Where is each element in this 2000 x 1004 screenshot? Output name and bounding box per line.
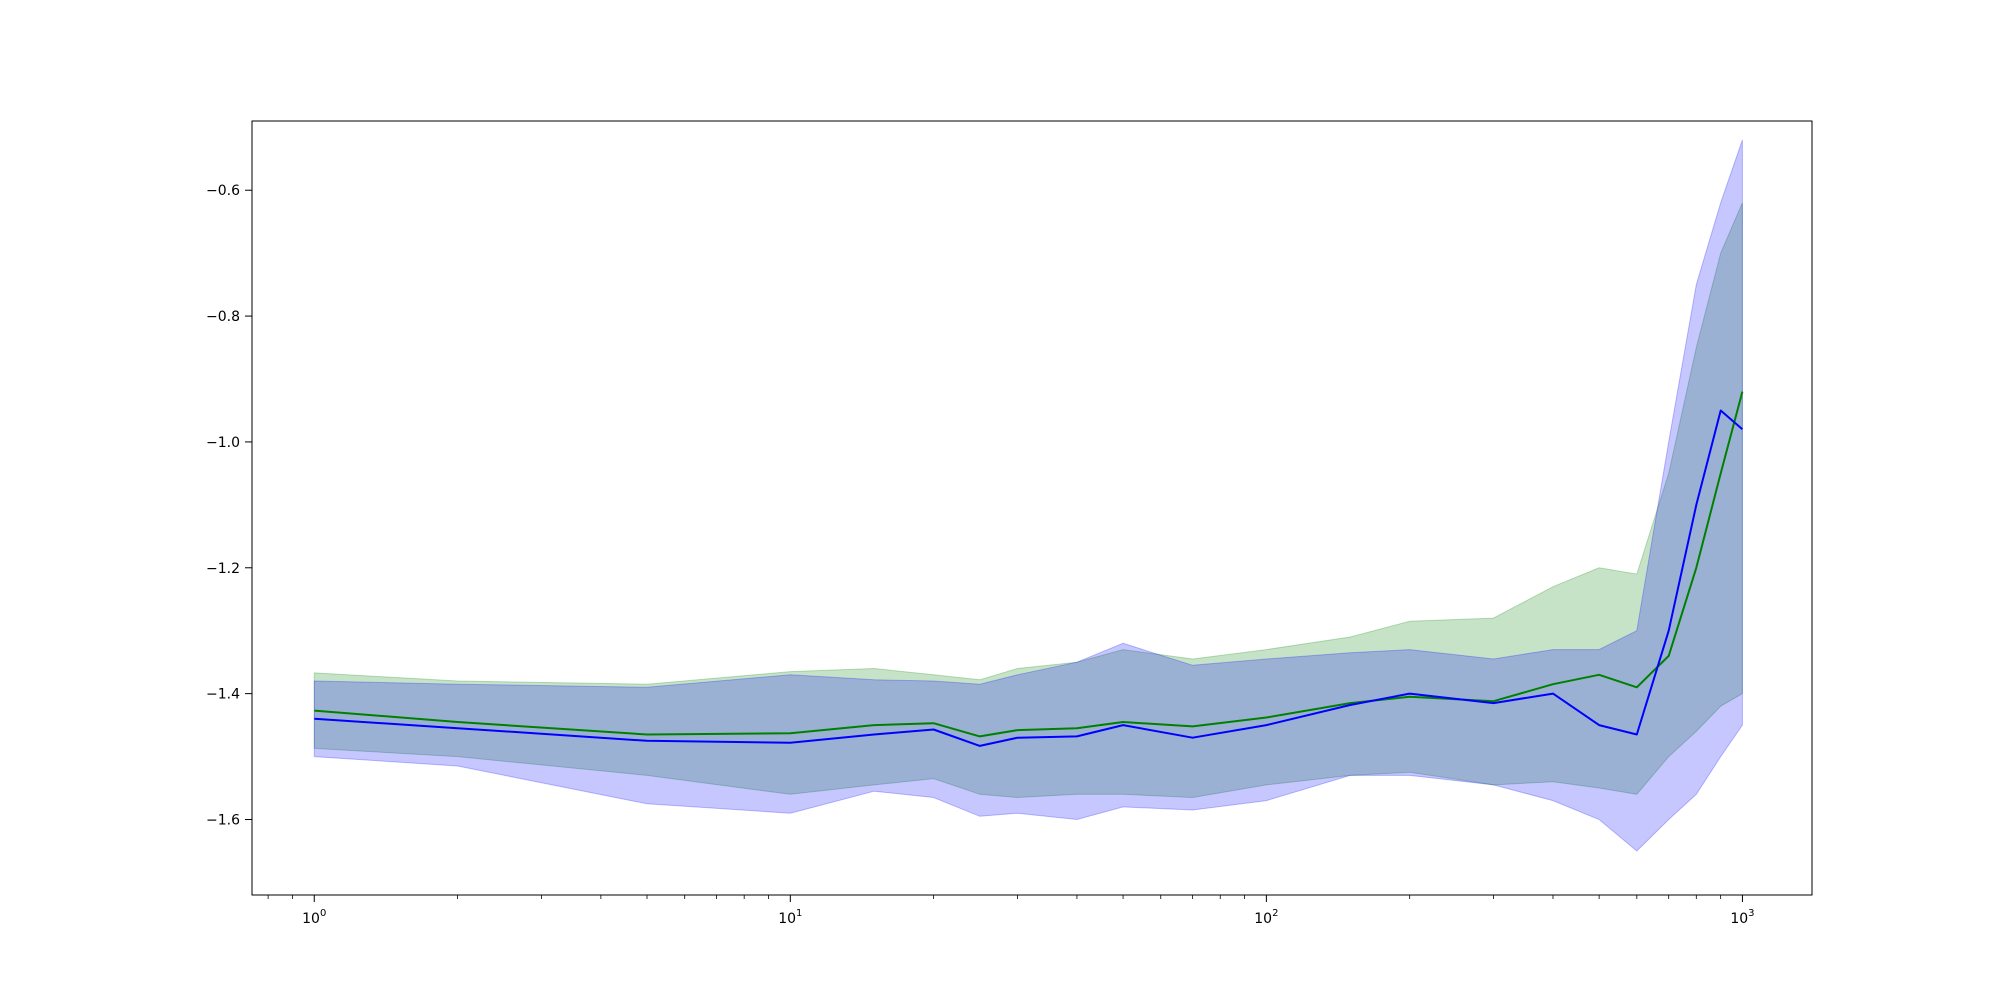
x-tick-label-base: 10 [1254, 911, 1272, 927]
x-tick-label-base: 10 [1730, 911, 1748, 927]
x-tick-label: 102 [1254, 908, 1278, 927]
series-2-line [314, 409, 1744, 747]
y-axis: −0.6 −0.8 −1.0 −1.2 −1.4 −1.6 [206, 183, 252, 828]
y-tick-label: −0.8 [206, 309, 240, 325]
x-axis: 100 101 102 103 [267, 895, 1755, 927]
series-1-line [314, 391, 1744, 738]
series-lines [314, 391, 1744, 747]
y-tick-label: −1.4 [206, 687, 240, 703]
x-tick-label-exponent: 3 [1748, 908, 1754, 919]
x-tick-label-exponent: 1 [796, 908, 802, 919]
x-tick-label-exponent: 0 [320, 908, 326, 919]
series-1-band [313, 202, 1743, 799]
plot-frame [251, 120, 1813, 896]
y-tick-label: −1.0 [206, 435, 240, 451]
y-tick-label: −1.2 [206, 561, 240, 577]
x-tick-label: 103 [1730, 908, 1754, 927]
x-tick-label-base: 10 [302, 911, 320, 927]
confidence-bands [313, 139, 1743, 852]
x-tick-label-exponent: 2 [1272, 908, 1278, 919]
y-tick-label: −0.6 [206, 183, 240, 199]
x-tick-label: 101 [778, 908, 802, 927]
series-2-band [313, 139, 1743, 852]
y-tick-label: −1.6 [206, 812, 240, 828]
x-tick-label: 100 [302, 908, 326, 927]
x-tick-label-base: 10 [778, 911, 796, 927]
